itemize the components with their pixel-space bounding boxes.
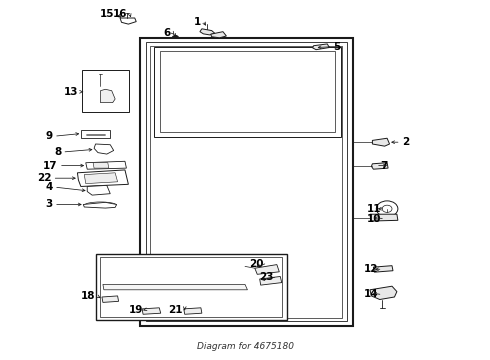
Polygon shape <box>140 38 353 326</box>
Text: 5: 5 <box>333 42 341 52</box>
Bar <box>309 214 336 234</box>
Bar <box>203 243 262 274</box>
Polygon shape <box>200 29 215 35</box>
Bar <box>162 176 194 198</box>
Text: 16: 16 <box>113 9 127 19</box>
Text: 22: 22 <box>37 173 51 183</box>
Polygon shape <box>184 308 202 314</box>
Polygon shape <box>83 202 117 208</box>
Text: 17: 17 <box>43 161 58 171</box>
Polygon shape <box>102 296 119 302</box>
Bar <box>162 144 206 166</box>
Bar <box>272 214 301 234</box>
Text: 6: 6 <box>163 28 171 38</box>
Polygon shape <box>255 265 279 274</box>
Text: 3: 3 <box>46 199 53 210</box>
Bar <box>272 250 301 274</box>
Polygon shape <box>260 276 282 285</box>
Text: 8: 8 <box>54 147 61 157</box>
Circle shape <box>172 36 178 40</box>
Polygon shape <box>93 163 109 168</box>
Text: 7: 7 <box>380 161 387 171</box>
Bar <box>162 207 194 234</box>
Text: 12: 12 <box>364 264 379 274</box>
Text: 14: 14 <box>364 289 379 300</box>
Polygon shape <box>94 144 114 154</box>
Bar <box>216 144 252 166</box>
Polygon shape <box>370 286 397 300</box>
Text: 9: 9 <box>46 131 53 141</box>
Bar <box>203 207 262 234</box>
Bar <box>309 176 336 198</box>
Text: 21: 21 <box>168 305 182 315</box>
Polygon shape <box>77 170 128 186</box>
Text: 15: 15 <box>100 9 115 19</box>
Bar <box>162 243 194 274</box>
Text: 20: 20 <box>249 258 264 269</box>
Polygon shape <box>211 32 226 38</box>
Polygon shape <box>84 173 118 184</box>
Bar <box>103 277 152 308</box>
Polygon shape <box>100 89 115 103</box>
Polygon shape <box>370 214 398 221</box>
Text: Diagram for 4675180: Diagram for 4675180 <box>196 342 294 351</box>
Polygon shape <box>96 254 287 320</box>
Text: 10: 10 <box>367 213 381 224</box>
Bar <box>309 250 336 274</box>
Text: 2: 2 <box>402 137 409 147</box>
Text: 18: 18 <box>80 291 95 301</box>
Polygon shape <box>313 44 329 50</box>
Bar <box>81 130 110 138</box>
Polygon shape <box>142 308 161 314</box>
Polygon shape <box>86 161 126 169</box>
Polygon shape <box>87 185 110 195</box>
Bar <box>159 277 203 306</box>
Polygon shape <box>120 18 136 24</box>
Text: 23: 23 <box>259 272 273 282</box>
Text: 19: 19 <box>129 305 143 315</box>
Bar <box>309 144 336 166</box>
Bar <box>262 144 299 166</box>
Text: 4: 4 <box>46 182 53 192</box>
Text: 1: 1 <box>194 17 201 27</box>
Polygon shape <box>372 138 390 146</box>
Polygon shape <box>103 284 247 290</box>
Polygon shape <box>373 266 393 272</box>
Polygon shape <box>371 163 388 169</box>
Bar <box>82 70 129 112</box>
Text: 11: 11 <box>367 204 381 214</box>
Bar <box>211 277 255 306</box>
Text: 13: 13 <box>64 87 78 97</box>
Bar <box>203 176 262 198</box>
Bar <box>272 176 301 198</box>
